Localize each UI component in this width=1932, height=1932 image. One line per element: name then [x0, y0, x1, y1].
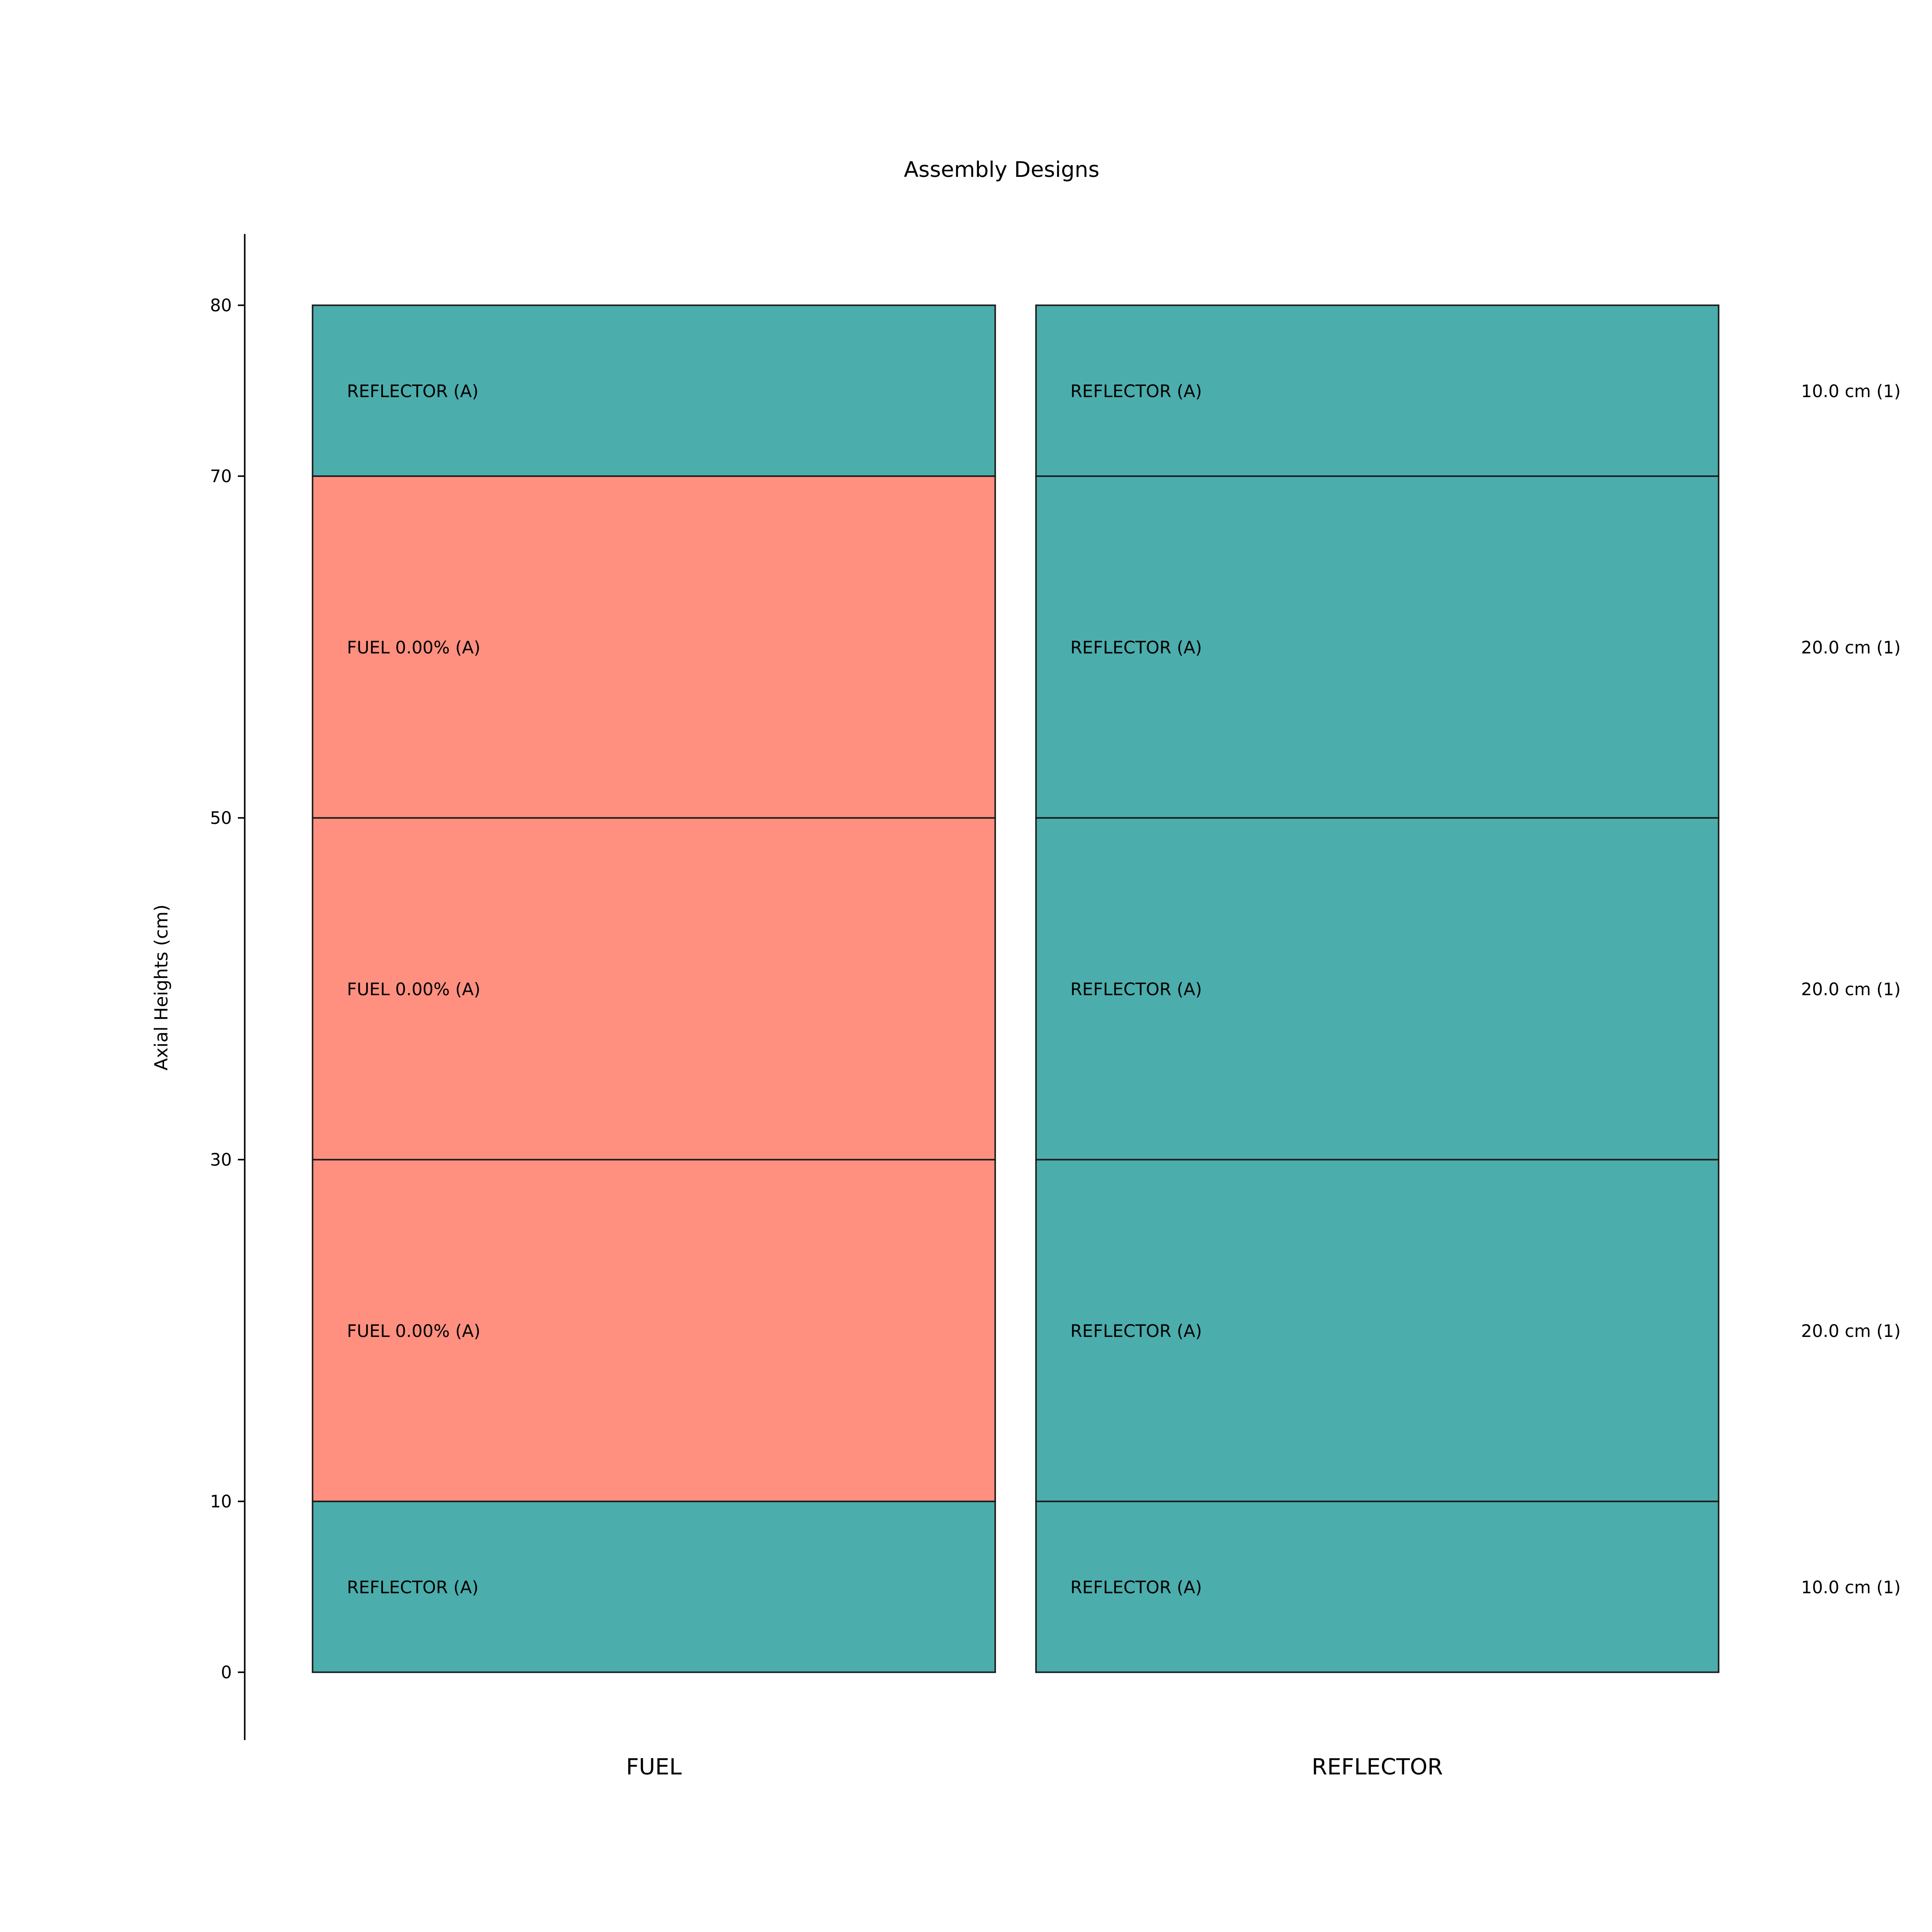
block-label: REFLECTOR (A): [1070, 1578, 1202, 1598]
y-tick-label: 0: [221, 1663, 232, 1683]
height-annotations: 10.0 cm (1) 20.0 cm (1) 20.0 cm (1) 20.0 cm…: [1801, 382, 1901, 1598]
block-label: FUEL 0.00% (A): [347, 1321, 480, 1341]
height-annotation: 20.0 cm (1): [1801, 1321, 1901, 1341]
block-label: REFLECTOR (A): [1070, 1321, 1202, 1341]
assembly-block: [312, 1501, 996, 1673]
block-label: REFLECTOR (A): [347, 1578, 479, 1598]
block-label: FUEL 0.00% (A): [347, 980, 480, 999]
assembly-blocks: [312, 304, 1719, 1673]
y-tick-label: 80: [210, 296, 232, 316]
y-tick-label: 10: [210, 1492, 232, 1512]
assembly-block: [312, 304, 996, 477]
assembly-block: [312, 817, 996, 1160]
assembly-block: [1035, 475, 1719, 819]
assembly-block: [1035, 817, 1719, 1160]
assembly-block: [1035, 1159, 1719, 1502]
height-annotation: 20.0 cm (1): [1801, 638, 1901, 658]
height-annotation: 10.0 cm (1): [1801, 382, 1901, 401]
assembly-block: [1035, 1501, 1719, 1673]
block-label: FUEL 0.00% (A): [347, 638, 480, 658]
assembly-name: REFLECTOR: [1312, 1754, 1443, 1780]
assembly-block: [1035, 304, 1719, 477]
block-label: REFLECTOR (A): [1070, 638, 1202, 658]
block-label: REFLECTOR (A): [1070, 980, 1202, 999]
height-annotation: 10.0 cm (1): [1801, 1578, 1901, 1598]
y-tick-label: 30: [210, 1150, 232, 1170]
assembly-block: [312, 1159, 996, 1502]
block-labels: REFLECTOR (A) FUEL 0.00% (A) FUEL 0.00% (A…: [347, 382, 1202, 1598]
assembly-name: FUEL: [626, 1754, 682, 1780]
height-annotation: 20.0 cm (1): [1801, 980, 1901, 999]
block-label: REFLECTOR (A): [347, 382, 479, 401]
block-label: REFLECTOR (A): [1070, 382, 1202, 401]
y-axis-ticks: 0 10 30 50 70 80: [210, 296, 245, 1683]
chart-title: Assembly Designs: [904, 157, 1100, 182]
y-tick-label: 50: [210, 808, 232, 828]
y-tick-label: 70: [210, 467, 232, 486]
assembly-names: FUEL REFLECTOR: [626, 1754, 1443, 1780]
y-axis-label: Axial Heights (cm): [151, 905, 172, 1071]
